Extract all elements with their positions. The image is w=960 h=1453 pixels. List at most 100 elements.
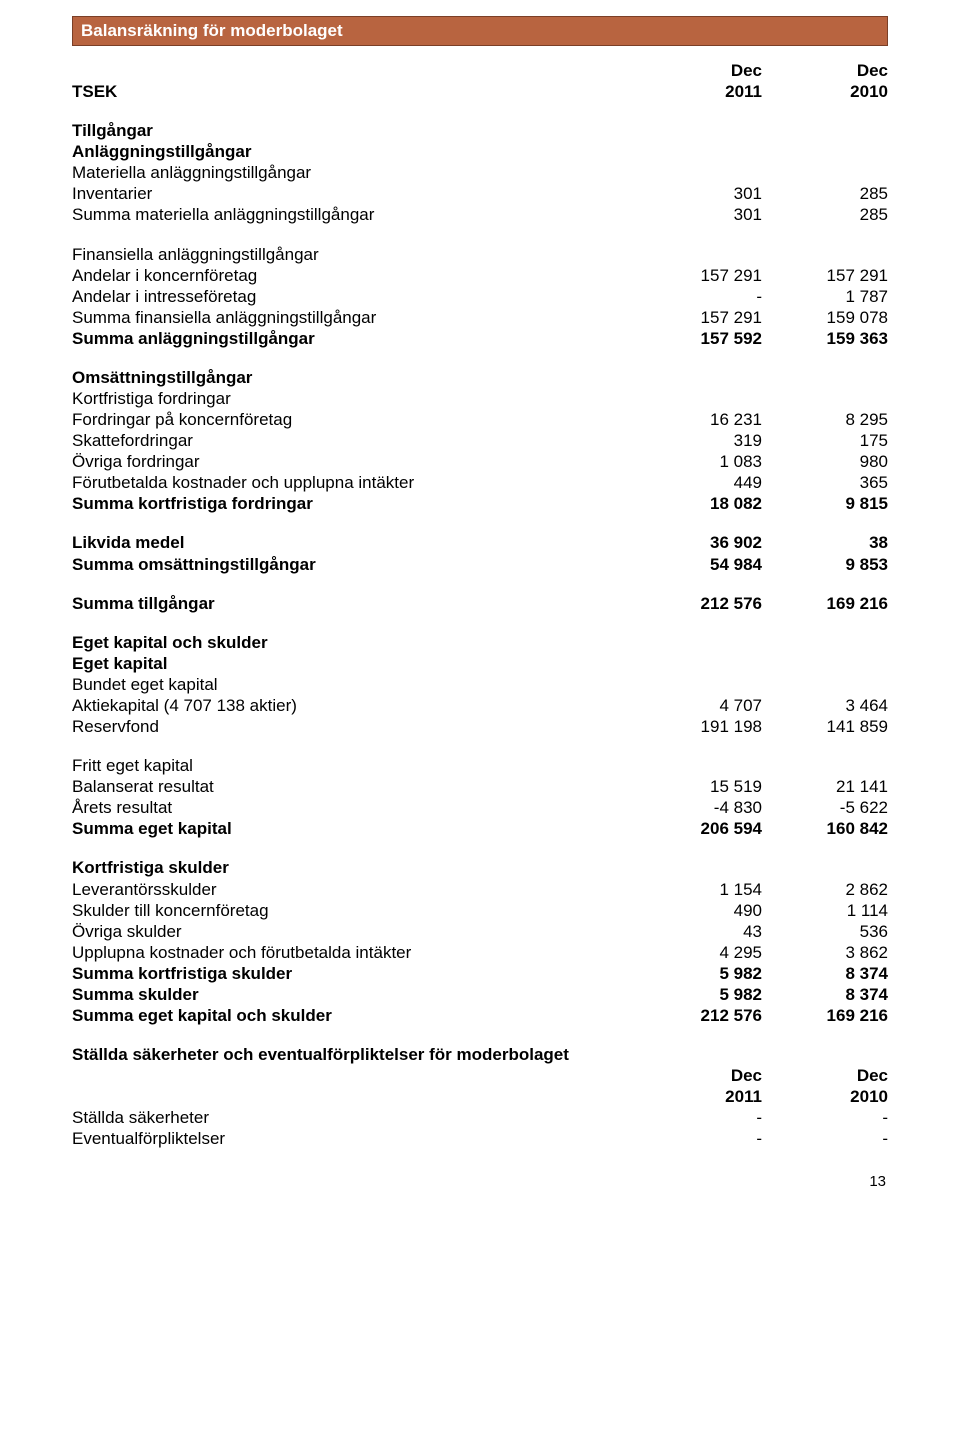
cell: 157 592 — [636, 328, 762, 349]
h-finansiella: Finansiella anläggningstillgångar — [72, 244, 636, 265]
h-fritt: Fritt eget kapital — [72, 755, 636, 776]
cell: 2 862 — [762, 879, 888, 900]
cell: 490 — [636, 900, 762, 921]
sec2-col1-bot: 2011 — [636, 1086, 762, 1107]
cell: 16 231 — [636, 409, 762, 430]
col1-bot: 2011 — [636, 81, 762, 102]
row-reservfond: Reservfond — [72, 716, 636, 737]
row-ovriga-fordringar: Övriga fordringar — [72, 451, 636, 472]
cell: 212 576 — [636, 593, 762, 614]
cell: 4 707 — [636, 695, 762, 716]
cell: 21 141 — [762, 776, 888, 797]
cell: 191 198 — [636, 716, 762, 737]
cell: - — [636, 1128, 762, 1149]
row-sum-kortfristiga-fordringar: Summa kortfristiga fordringar — [72, 493, 636, 514]
cell: 8 374 — [762, 963, 888, 984]
section-banner: Balansräkning för moderbolaget — [72, 16, 888, 46]
h-eget-kapital: Eget kapital — [72, 653, 636, 674]
row-sum-materiella: Summa materiella anläggningstillgångar — [72, 204, 636, 225]
row-upplupna: Upplupna kostnader och förutbetalda intä… — [72, 942, 636, 963]
col2-bot: 2010 — [762, 81, 888, 102]
sec2-col1-top: Dec — [636, 1065, 762, 1086]
row-sum-skulder: Summa skulder — [72, 984, 636, 1005]
row-sum-omsattning: Summa omsättningstillgångar — [72, 554, 636, 575]
cell: 157 291 — [636, 265, 762, 286]
cell: 43 — [636, 921, 762, 942]
cell: 980 — [762, 451, 888, 472]
cell: 15 519 — [636, 776, 762, 797]
row-leverantorsskulder: Leverantörsskulder — [72, 879, 636, 900]
sec2-col2-bot: 2010 — [762, 1086, 888, 1107]
cell: 449 — [636, 472, 762, 493]
cell: 141 859 — [762, 716, 888, 737]
row-forutbetalda: Förutbetalda kostnader och upplupna intä… — [72, 472, 636, 493]
cell: 169 216 — [762, 1005, 888, 1026]
cell: 157 291 — [762, 265, 888, 286]
cell: 536 — [762, 921, 888, 942]
h-tillgangar: Tillgångar — [72, 120, 636, 141]
cell: - — [762, 1107, 888, 1128]
h-stallda: Ställda säkerheter och eventualförplikte… — [72, 1044, 636, 1065]
cell: 5 982 — [636, 963, 762, 984]
cell: 285 — [762, 204, 888, 225]
cell: 285 — [762, 183, 888, 204]
cell: 157 291 — [636, 307, 762, 328]
row-fordringar-koncern: Fordringar på koncernföretag — [72, 409, 636, 430]
cell: 365 — [762, 472, 888, 493]
cell: - — [636, 286, 762, 307]
sec2-col2-top: Dec — [762, 1065, 888, 1086]
cell: 18 082 — [636, 493, 762, 514]
cell: 3 862 — [762, 942, 888, 963]
row-sum-eget-kapital: Summa eget kapital — [72, 818, 636, 839]
row-andelar-koncern: Andelar i koncernföretag — [72, 265, 636, 286]
cell: 206 594 — [636, 818, 762, 839]
cell: 1 083 — [636, 451, 762, 472]
cell: 301 — [636, 183, 762, 204]
row-sum-tillgangar: Summa tillgångar — [72, 593, 636, 614]
cell: 319 — [636, 430, 762, 451]
cell: 169 216 — [762, 593, 888, 614]
cell: 175 — [762, 430, 888, 451]
h-kortfristiga-skulder: Kortfristiga skulder — [72, 857, 636, 878]
cell: 1 787 — [762, 286, 888, 307]
row-skulder-koncern: Skulder till koncernföretag — [72, 900, 636, 921]
row-sum-anlaggning: Summa anläggningstillgångar — [72, 328, 636, 349]
h-bundet: Bundet eget kapital — [72, 674, 636, 695]
cell: 8 295 — [762, 409, 888, 430]
row-skattefordringar: Skattefordringar — [72, 430, 636, 451]
h-materiella: Materiella anläggningstillgångar — [72, 162, 636, 183]
cell: 36 902 — [636, 532, 762, 553]
cell: 301 — [636, 204, 762, 225]
h-anlaggning: Anläggningstillgångar — [72, 141, 636, 162]
cell: 9 815 — [762, 493, 888, 514]
cell: - — [636, 1107, 762, 1128]
balance-sheet-table: Dec Dec TSEK 2011 2010 Tillgångar Anlägg… — [72, 60, 888, 1149]
h-eget-kapital-skulder: Eget kapital och skulder — [72, 632, 636, 653]
tsek-label: TSEK — [72, 81, 636, 102]
row-aktiekapital: Aktiekapital (4 707 138 aktier) — [72, 695, 636, 716]
cell: 1 154 — [636, 879, 762, 900]
row-inventarier: Inventarier — [72, 183, 636, 204]
cell: 8 374 — [762, 984, 888, 1005]
col1-top: Dec — [636, 60, 762, 81]
cell: 4 295 — [636, 942, 762, 963]
row-eventualforpliktelser: Eventualförpliktelser — [72, 1128, 636, 1149]
cell: 38 — [762, 532, 888, 553]
cell: 159 363 — [762, 328, 888, 349]
row-sum-kortfristiga-skulder: Summa kortfristiga skulder — [72, 963, 636, 984]
cell: -5 622 — [762, 797, 888, 818]
row-sum-ek-skulder: Summa eget kapital och skulder — [72, 1005, 636, 1026]
cell: 54 984 — [636, 554, 762, 575]
col2-top: Dec — [762, 60, 888, 81]
h-omsattning: Omsättningstillgångar — [72, 367, 636, 388]
cell: 160 842 — [762, 818, 888, 839]
row-likvida: Likvida medel — [72, 532, 636, 553]
cell: 5 982 — [636, 984, 762, 1005]
cell: 3 464 — [762, 695, 888, 716]
row-ovriga-skulder: Övriga skulder — [72, 921, 636, 942]
cell: 9 853 — [762, 554, 888, 575]
row-andelar-intresse: Andelar i intresseföretag — [72, 286, 636, 307]
row-sum-finansiella: Summa finansiella anläggningstillgångar — [72, 307, 636, 328]
row-stallda-sakerheter: Ställda säkerheter — [72, 1107, 636, 1128]
cell: -4 830 — [636, 797, 762, 818]
